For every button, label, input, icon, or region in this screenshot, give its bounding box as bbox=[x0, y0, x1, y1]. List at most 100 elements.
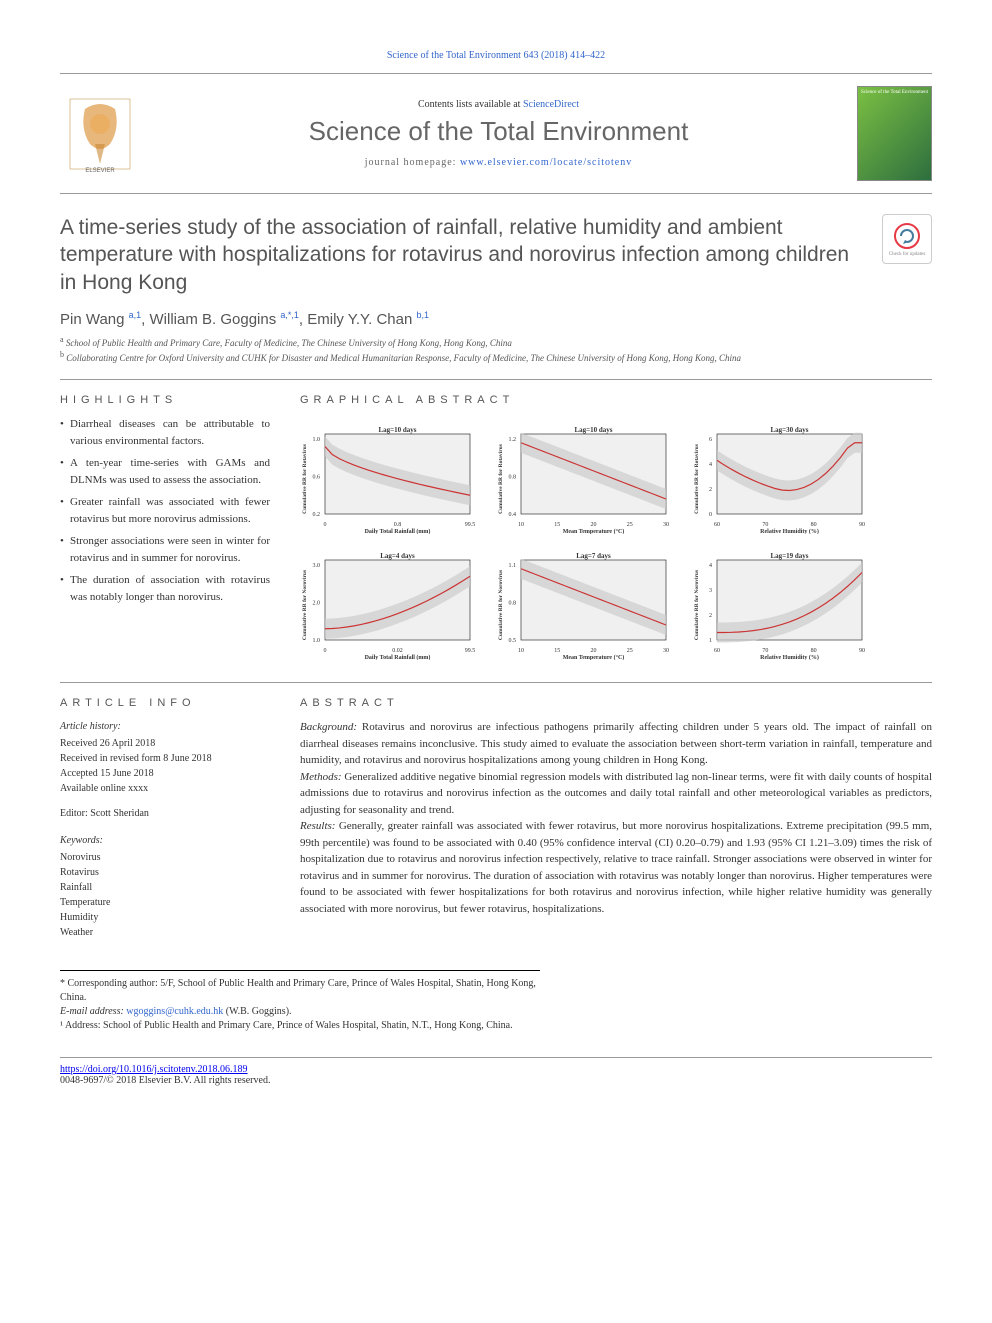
history-item: Available online xxxx bbox=[60, 781, 270, 796]
svg-text:Lag=10 days: Lag=10 days bbox=[574, 426, 612, 434]
history-head: Article history: bbox=[60, 719, 270, 734]
corresponding-author: * Corresponding author: 5/F, School of P… bbox=[60, 977, 540, 1005]
history-item: Accepted 15 June 2018 bbox=[60, 766, 270, 781]
authors: Pin Wang a,1, William B. Goggins a,*,1, … bbox=[60, 310, 932, 328]
svg-text:0.8: 0.8 bbox=[394, 522, 402, 528]
svg-text:20: 20 bbox=[591, 522, 597, 528]
keywords-head: Keywords: bbox=[60, 833, 270, 848]
homepage-link[interactable]: www.elsevier.com/locate/scitotenv bbox=[460, 157, 632, 168]
abstract-paragraph: Results: Generally, greater rainfall was… bbox=[300, 818, 932, 917]
journal-cover-icon: Science of the Total Environment bbox=[857, 86, 932, 181]
svg-text:Cumulative RR for Rotavirus: Cumulative RR for Rotavirus bbox=[694, 444, 700, 514]
abstract-paragraph: Methods: Generalized additive negative b… bbox=[300, 769, 932, 819]
svg-text:80: 80 bbox=[811, 522, 817, 528]
svg-text:Lag=4 days: Lag=4 days bbox=[380, 552, 415, 560]
svg-text:99.5: 99.5 bbox=[465, 648, 476, 654]
highlight-item: A ten-year time-series with GAMs and DLN… bbox=[60, 455, 270, 488]
svg-text:2.0: 2.0 bbox=[313, 601, 321, 607]
homepage-prefix: journal homepage: bbox=[365, 157, 460, 168]
svg-text:Cumulative RR for Rotavirus: Cumulative RR for Rotavirus bbox=[498, 444, 504, 514]
doi-link[interactable]: https://doi.org/10.1016/j.scitotenv.2018… bbox=[60, 1064, 248, 1075]
svg-text:Daily Total Rainfall (mm): Daily Total Rainfall (mm) bbox=[365, 528, 431, 534]
svg-text:Daily Total Rainfall (mm): Daily Total Rainfall (mm) bbox=[365, 654, 431, 660]
article-title: A time-series study of the association o… bbox=[60, 214, 862, 296]
svg-text:Cumulative RR for Norovirus: Cumulative RR for Norovirus bbox=[302, 570, 308, 640]
abstract-paragraph: Background: Rotavirus and norovirus are … bbox=[300, 719, 932, 769]
highlight-item: Greater rainfall was associated with few… bbox=[60, 494, 270, 527]
svg-text:4: 4 bbox=[709, 563, 712, 569]
email-label: E-mail address: bbox=[60, 1006, 126, 1017]
svg-text:0: 0 bbox=[709, 512, 712, 518]
svg-text:3: 3 bbox=[709, 588, 712, 594]
svg-text:4: 4 bbox=[709, 462, 712, 468]
divider bbox=[60, 73, 932, 74]
svg-text:Cumulative RR for Rotavirus: Cumulative RR for Rotavirus bbox=[302, 444, 308, 514]
svg-text:25: 25 bbox=[627, 522, 633, 528]
svg-text:1.0: 1.0 bbox=[313, 437, 321, 443]
svg-text:0: 0 bbox=[324, 648, 327, 654]
svg-text:90: 90 bbox=[859, 522, 865, 528]
keyword: Rainfall bbox=[60, 880, 270, 895]
keyword: Rotavirus bbox=[60, 865, 270, 880]
keyword: Temperature bbox=[60, 895, 270, 910]
email-line: E-mail address: wgoggins@cuhk.edu.hk (W.… bbox=[60, 1005, 540, 1019]
email-link[interactable]: wgoggins@cuhk.edu.hk bbox=[126, 1006, 223, 1017]
mini-chart: Lag=10 days10152025300.40.81.2Mean Tempe… bbox=[496, 424, 676, 534]
mini-chart: Lag=10 days00.899.50.20.61.0Daily Total … bbox=[300, 424, 480, 534]
divider bbox=[60, 379, 932, 380]
svg-text:0.5: 0.5 bbox=[509, 638, 517, 644]
sciencedirect-link[interactable]: ScienceDirect bbox=[523, 99, 579, 110]
svg-text:Relative Humidity (%): Relative Humidity (%) bbox=[760, 654, 819, 660]
top-citation[interactable]: Science of the Total Environment 643 (20… bbox=[60, 50, 932, 61]
contents-line: Contents lists available at ScienceDirec… bbox=[152, 99, 845, 110]
svg-text:Cumulative RR for Norovirus: Cumulative RR for Norovirus bbox=[694, 570, 700, 640]
svg-text:Lag=30 days: Lag=30 days bbox=[770, 426, 808, 434]
editor-line: Editor: Scott Sheridan bbox=[60, 806, 270, 821]
svg-text:Mean Temperature (°C): Mean Temperature (°C) bbox=[563, 528, 625, 534]
article-info-header: ARTICLE INFO bbox=[60, 697, 270, 709]
svg-text:20: 20 bbox=[591, 648, 597, 654]
journal-homepage: journal homepage: www.elsevier.com/locat… bbox=[152, 157, 845, 168]
svg-text:25: 25 bbox=[627, 648, 633, 654]
bottom-bar: https://doi.org/10.1016/j.scitotenv.2018… bbox=[60, 1057, 932, 1086]
svg-text:0.8: 0.8 bbox=[509, 475, 517, 481]
check-updates-button[interactable]: Check for updates bbox=[882, 214, 932, 264]
svg-text:15: 15 bbox=[554, 648, 560, 654]
highlights-header: HIGHLIGHTS bbox=[60, 394, 270, 406]
svg-text:0: 0 bbox=[324, 522, 327, 528]
svg-text:0.8: 0.8 bbox=[509, 601, 517, 607]
affiliation: a School of Public Health and Primary Ca… bbox=[60, 334, 932, 350]
mini-chart: Lag=4 days 0 0.02 99.5 1.0 2.0 3.0 Daily Total … bbox=[300, 550, 480, 660]
check-updates-icon bbox=[893, 222, 921, 250]
svg-text:1: 1 bbox=[709, 638, 712, 644]
svg-text:70: 70 bbox=[762, 648, 768, 654]
journal-header: ELSEVIER Contents lists available at Sci… bbox=[60, 78, 932, 189]
contents-prefix: Contents lists available at bbox=[418, 99, 523, 110]
svg-text:0.2: 0.2 bbox=[313, 512, 321, 518]
history-item: Received 26 April 2018 bbox=[60, 736, 270, 751]
mini-chart: Lag=7 days10152025300.50.81.1Mean Temper… bbox=[496, 550, 676, 660]
graphical-abstract: Lag=10 days 0 0.8 99.5 0.2 0.6 1.0 Daily Total … bbox=[300, 416, 932, 668]
svg-text:6: 6 bbox=[709, 437, 712, 443]
svg-text:0.02: 0.02 bbox=[392, 648, 403, 654]
mini-chart: Lag=19 days607080901234Relative Humidity… bbox=[692, 550, 872, 660]
svg-text:Lag=7 days: Lag=7 days bbox=[576, 552, 611, 560]
svg-text:15: 15 bbox=[554, 522, 560, 528]
address-note: ¹ Address: School of Public Health and P… bbox=[60, 1019, 540, 1033]
svg-text:1.0: 1.0 bbox=[313, 638, 321, 644]
keyword: Norovirus bbox=[60, 850, 270, 865]
keyword: Weather bbox=[60, 925, 270, 940]
copyright: 0048-9697/© 2018 Elsevier B.V. All right… bbox=[60, 1075, 932, 1086]
svg-text:0.6: 0.6 bbox=[313, 475, 321, 481]
email-suffix: (W.B. Goggins). bbox=[223, 1006, 291, 1017]
svg-text:Relative Humidity (%): Relative Humidity (%) bbox=[760, 528, 819, 534]
history-item: Received in revised form 8 June 2018 bbox=[60, 751, 270, 766]
svg-text:30: 30 bbox=[663, 522, 669, 528]
svg-text:90: 90 bbox=[859, 648, 865, 654]
divider bbox=[60, 682, 932, 683]
svg-text:Lag=19 days: Lag=19 days bbox=[770, 552, 808, 560]
svg-text:10: 10 bbox=[518, 522, 524, 528]
svg-text:1.1: 1.1 bbox=[509, 563, 517, 569]
svg-text:3.0: 3.0 bbox=[313, 563, 321, 569]
elsevier-logo-icon: ELSEVIER bbox=[60, 94, 140, 174]
